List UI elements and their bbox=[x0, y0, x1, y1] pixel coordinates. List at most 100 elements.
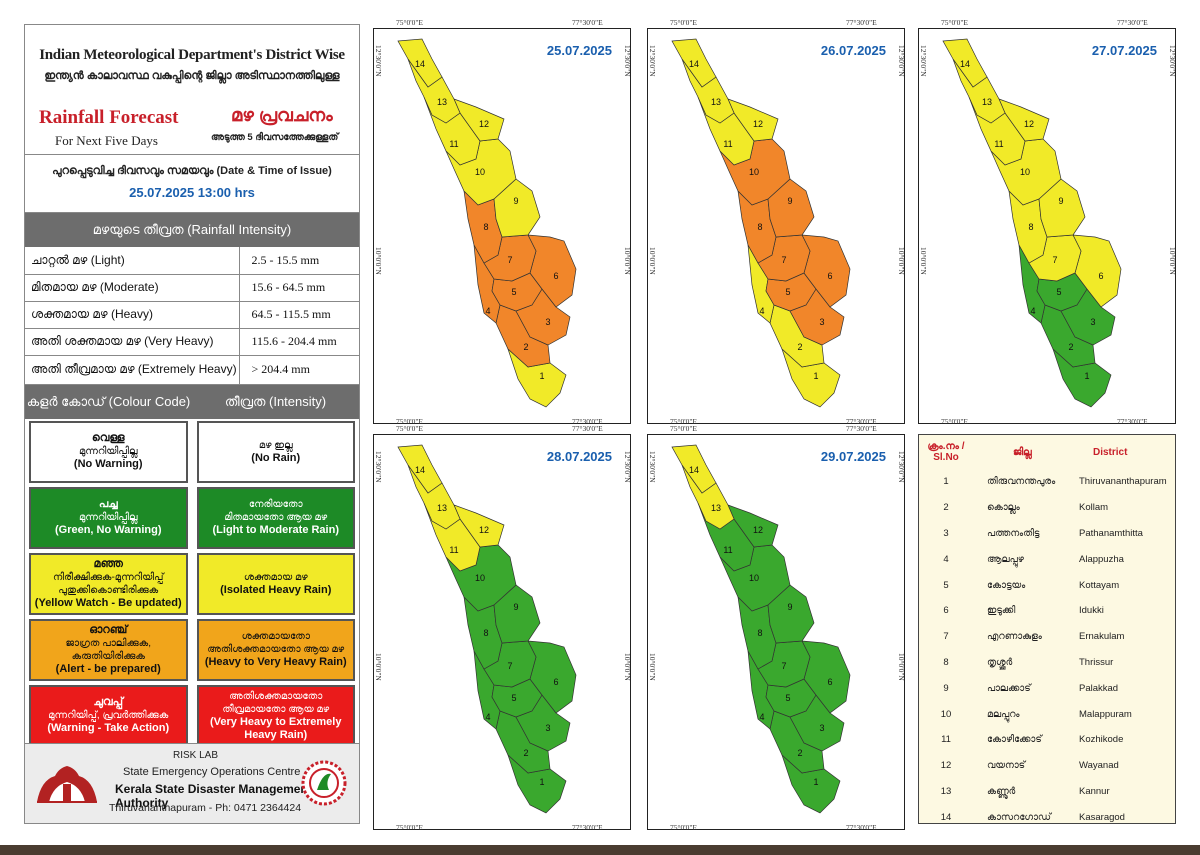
longitude-label-bottom-right: 77°30'0"E bbox=[1117, 417, 1148, 426]
intensity-range: > 204.4 mm bbox=[238, 355, 359, 385]
district-slno: 3 bbox=[943, 527, 949, 539]
district-number-label: 13 bbox=[437, 503, 447, 513]
intensity-box-white: മഴ ഇല്ല (No Rain) bbox=[196, 420, 355, 483]
table-row: 2 കൊല്ലം Kollam bbox=[919, 495, 1175, 521]
district-name-en: Thrissur bbox=[1079, 656, 1114, 668]
district-name-ml: തിരുവനന്തപുരം bbox=[987, 476, 1056, 488]
forecast-map-day2: 26.07.2025 1 2 3 4 5 6 7 8 9 10 11 12 13 14 75°0'0"E 77… bbox=[647, 18, 906, 426]
code-en: (Yellow Watch - Be updated) bbox=[34, 596, 182, 609]
district-number-label: 6 bbox=[827, 677, 832, 687]
latitude-label-top-left: 12°30'0"N bbox=[648, 45, 657, 77]
district-number-label: 9 bbox=[513, 602, 518, 612]
intensity-label: അതി ശക്തമായ മഴ (Very Heavy) bbox=[25, 328, 239, 356]
color-code-row: ഓറഞ്ച് ജാഗ്രത പാലിക്കുക, കരുതിയിരിക്കുക … bbox=[29, 618, 355, 681]
longitude-label-top-left: 75°0'0"E bbox=[670, 18, 697, 27]
longitude-label-bottom-right: 77°30'0"E bbox=[572, 417, 603, 426]
table-row: 10 മലപ്പുറം Malappuram bbox=[919, 701, 1175, 727]
map-date: 25.07.2025 bbox=[546, 43, 612, 58]
map-date: 28.07.2025 bbox=[546, 449, 612, 464]
issue-block: പുറപ്പെടുവിച്ച ദിവസവും സമയവും (Date & Ti… bbox=[25, 155, 359, 213]
latitude-label-mid-left: 10°0'0"N bbox=[374, 653, 383, 681]
district-number-label: 11 bbox=[449, 545, 458, 555]
header-district-en: District bbox=[1093, 446, 1128, 458]
forecast-map-day3: 27.07.2025 1 2 3 4 5 6 7 8 9 10 11 12 13 14 75°0'0"E 77… bbox=[918, 18, 1177, 426]
table-row: 11 കോഴിക്കോട് Kozhikode bbox=[919, 727, 1175, 753]
code-name: വെള്ള bbox=[91, 432, 125, 444]
district-name-en: Kollam bbox=[1079, 502, 1109, 514]
intensity-box-green: നേരിയതോ മിതമായതോ ആയ മഴ (Light to Moderat… bbox=[196, 486, 355, 549]
color-box-red: ചുവപ്പ് മുന്നറിയിപ്പ്, പ്രവർത്തിക്കുക (W… bbox=[29, 684, 188, 747]
int-en: (Very Heavy to Extremely Heavy Rain) bbox=[210, 715, 342, 741]
rainfall-forecast-title-ml: മഴ പ്രവചനം bbox=[231, 105, 333, 125]
color-box-green: പച്ച മുന്നറിയിപ്പില്ല (Green, No Warning… bbox=[29, 486, 188, 549]
district-number-label: 2 bbox=[797, 342, 802, 352]
district-slno: 6 bbox=[943, 605, 949, 617]
table-row: 5 കോട്ടയം Kottayam bbox=[919, 572, 1175, 598]
district-slno: 10 bbox=[940, 708, 952, 720]
district-number-label: 1 bbox=[539, 371, 544, 381]
int-en: (Heavy to Very Heavy Rain) bbox=[204, 656, 347, 668]
district-name-ml: കണ്ണൂർ bbox=[987, 785, 1016, 797]
latitude-label-mid-right: 10°0'0"N bbox=[623, 247, 632, 275]
int-en: (No Rain) bbox=[251, 451, 301, 464]
district-table: ക്രം.നം / Sl.No ജില്ല District 1 തിരുവനന്… bbox=[918, 434, 1176, 824]
int-en: (Light to Moderate Rain) bbox=[212, 524, 340, 536]
district-number-label: 6 bbox=[553, 677, 558, 687]
district-name-ml: കാസറഗോഡ് bbox=[987, 811, 1051, 823]
latitude-label-mid-right: 10°0'0"N bbox=[897, 247, 906, 275]
color-code-row: ചുവപ്പ് മുന്നറിയിപ്പ്, പ്രവർത്തിക്കുക (W… bbox=[29, 684, 355, 747]
district-name-ml: ആലപ്പുഴ bbox=[987, 553, 1024, 565]
district-name-en: Ernakulam bbox=[1079, 631, 1125, 643]
district-number-label: 1 bbox=[813, 777, 818, 787]
table-row: 4 ആലപ്പുഴ Alappuzha bbox=[919, 546, 1175, 572]
longitude-label-top-left: 75°0'0"E bbox=[670, 424, 697, 433]
district-name-en: Malappuram bbox=[1079, 708, 1132, 720]
district-number-label: 3 bbox=[545, 723, 550, 733]
district-number-label: 12 bbox=[753, 119, 763, 129]
table-row: 12 വയനാട് Wayanad bbox=[919, 753, 1175, 779]
district-number-label: 5 bbox=[511, 693, 516, 703]
longitude-label-top-left: 75°0'0"E bbox=[396, 424, 423, 433]
kerala-emblem-icon bbox=[37, 766, 97, 803]
district-name-ml: പാലക്കാട് bbox=[987, 682, 1031, 694]
district-region-14 bbox=[397, 444, 443, 494]
district-number-label: 4 bbox=[1030, 306, 1035, 316]
district-name-ml: ഇടുക്കി bbox=[987, 605, 1016, 617]
district-table-header: ക്രം.നം / Sl.No ജില്ല District bbox=[919, 435, 1175, 469]
issue-label: പുറപ്പെടുവിച്ച ദിവസവും സമയവും (Date & Ti… bbox=[52, 165, 332, 177]
district-number-label: 4 bbox=[759, 306, 764, 316]
district-number-label: 14 bbox=[415, 465, 425, 475]
forecast-map-day4: 28.07.2025 1 2 3 4 5 6 7 8 9 10 11 12 13 14 75°0'0"E 77… bbox=[373, 424, 632, 832]
district-slno: 9 bbox=[943, 682, 949, 694]
code-desc: ജാഗ്രത പാലിക്കുക, കരുതിയിരിക്കുക bbox=[65, 637, 151, 662]
rainfall-forecast-title: Rainfall Forecast bbox=[39, 107, 179, 128]
district-number-label: 10 bbox=[475, 573, 485, 583]
code-en: (Warning - Take Action) bbox=[47, 722, 170, 734]
intensity-table: ചാറ്റൽ മഴ (Light) 2.5 - 15.5 mm മിതമായ മഴ… bbox=[25, 247, 359, 385]
district-number-label: 13 bbox=[982, 97, 992, 107]
district-number-label: 8 bbox=[757, 628, 762, 638]
district-number-label: 5 bbox=[785, 693, 790, 703]
authority-address: Thiruvananthapuram - Ph: 0471 2364424 bbox=[109, 802, 302, 814]
table-row: അതി ശക്തമായ മഴ (Very Heavy) 115.6 - 204.4… bbox=[25, 328, 359, 356]
int-desc2: അതിശക്തമായതോ ആയ മഴ bbox=[207, 644, 345, 655]
intensity-label: മിതമായ മഴ (Moderate) bbox=[25, 274, 239, 302]
district-number-label: 13 bbox=[711, 503, 721, 513]
color-code-heading-left: കളർ കോഡ് (Colour Code) bbox=[26, 393, 191, 409]
color-box-orange: ഓറഞ്ച് ജാഗ്രത പാലിക്കുക, കരുതിയിരിക്കുക … bbox=[29, 618, 188, 681]
district-number-label: 11 bbox=[723, 139, 732, 149]
district-region-14 bbox=[397, 38, 443, 88]
forecast-map-day5: 29.07.2025 1 2 3 4 5 6 7 8 9 10 11 12 13 14 75°0'0"E 77… bbox=[647, 424, 906, 832]
code-en: (Alert - be prepared) bbox=[55, 662, 161, 675]
int-desc: നേരിയതോ bbox=[248, 499, 303, 510]
intensity-range: 115.6 - 204.4 mm bbox=[238, 328, 359, 356]
longitude-label-bottom-left: 75°0'0"E bbox=[941, 417, 968, 426]
district-region-9 bbox=[767, 584, 815, 644]
code-desc: മുന്നറിയിപ്പില്ല bbox=[78, 446, 138, 457]
latitude-label-top-right: 12°30'0"N bbox=[897, 45, 906, 77]
district-name-en: Thiruvananthapuram bbox=[1079, 476, 1167, 488]
latitude-label-top-left: 12°30'0"N bbox=[919, 45, 928, 77]
district-number-label: 6 bbox=[827, 271, 832, 281]
